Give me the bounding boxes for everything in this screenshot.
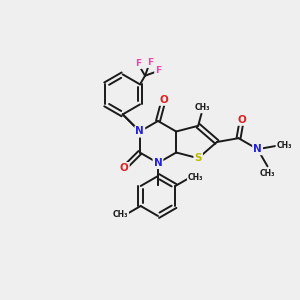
- Text: F: F: [155, 66, 161, 75]
- Text: CH₃: CH₃: [113, 210, 128, 219]
- Text: N: N: [135, 127, 144, 136]
- Text: O: O: [120, 163, 129, 173]
- Text: CH₃: CH₃: [260, 169, 275, 178]
- Text: CH₃: CH₃: [188, 173, 203, 182]
- Text: CH₃: CH₃: [194, 103, 210, 112]
- Text: N: N: [253, 144, 262, 154]
- Text: F: F: [147, 58, 153, 67]
- Text: O: O: [237, 115, 246, 125]
- Text: F: F: [135, 59, 141, 68]
- Text: S: S: [194, 153, 202, 163]
- Text: N: N: [154, 158, 162, 168]
- Text: O: O: [159, 95, 168, 105]
- Text: CH₃: CH₃: [276, 141, 292, 150]
